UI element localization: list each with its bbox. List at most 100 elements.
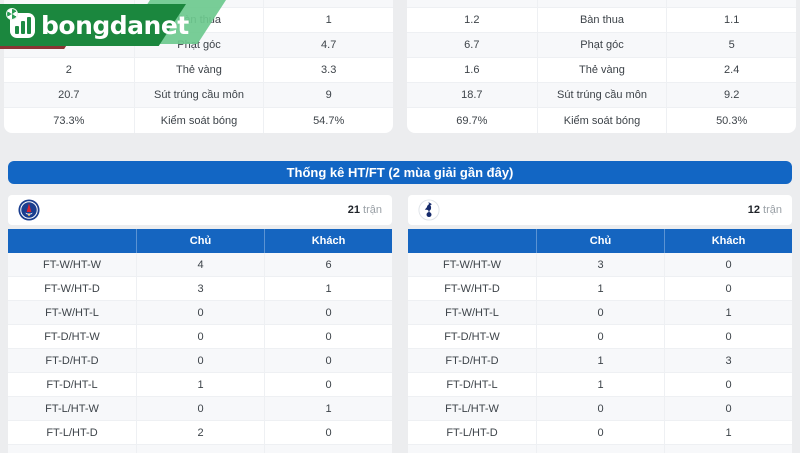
table-header-row: Chủ Khách bbox=[8, 229, 392, 253]
stat-label: Thẻ vàng bbox=[133, 58, 264, 82]
htft-label: FT-W/HT-L bbox=[45, 306, 99, 319]
htft-away: 1 bbox=[664, 301, 792, 324]
htft-away: 0 bbox=[264, 349, 392, 372]
htft-label: FT-W/HT-L bbox=[445, 306, 499, 319]
match-count-unit: trận bbox=[763, 204, 782, 216]
htft-home: 0 bbox=[536, 421, 664, 444]
htft-away: 0 bbox=[264, 301, 392, 324]
stat-label: Thẻ vàng bbox=[536, 58, 667, 82]
stat-away-value bbox=[263, 0, 393, 7]
htft-label: FT-D/HT-L bbox=[446, 378, 498, 391]
htft-home: 1 bbox=[536, 349, 664, 372]
stat-home-value bbox=[407, 0, 537, 7]
header-home-col: Chủ bbox=[536, 229, 664, 253]
tottenham-crest-icon bbox=[418, 199, 440, 221]
htft-label: FT-D/HT-W bbox=[444, 330, 500, 343]
table-row: FT-W/HT-W 4 6 bbox=[8, 253, 392, 277]
htft-away: 0 bbox=[664, 325, 792, 348]
htft-away: 0 bbox=[664, 253, 792, 276]
htft-away: 0 bbox=[664, 277, 792, 300]
table-row bbox=[8, 445, 392, 453]
table-row: FT-L/HT-W 0 0 bbox=[408, 397, 792, 421]
table-row: FT-L/HT-D 2 0 bbox=[8, 421, 392, 445]
table-row: FT-D/HT-W 0 0 bbox=[8, 325, 392, 349]
htft-home: 1 bbox=[536, 277, 664, 300]
htft-table-home: Chủ Khách FT-W/HT-W 4 6 FT-W/HT-D 3 1 FT-W/H… bbox=[8, 229, 392, 453]
stat-away-value: 1.1 bbox=[666, 8, 796, 32]
stat-home-value: 2 bbox=[65, 64, 72, 76]
htft-home: 3 bbox=[536, 253, 664, 276]
match-count: 21 trận bbox=[348, 204, 382, 216]
stat-home-value: 1.2 bbox=[464, 14, 480, 26]
htft-away: 3 bbox=[664, 349, 792, 372]
table-row: FT-W/HT-D 1 0 bbox=[408, 277, 792, 301]
football-icon bbox=[6, 7, 18, 20]
table-row: FT-L/HT-D 0 1 bbox=[408, 421, 792, 445]
stat-home-value: 18.7 bbox=[461, 89, 483, 101]
stat-away-value: 5 bbox=[666, 33, 796, 57]
htft-away: 1 bbox=[664, 421, 792, 444]
stat-home-value: 73.3% bbox=[53, 114, 85, 127]
htft-label: FT-L/HT-D bbox=[446, 426, 498, 439]
htft-home: 2 bbox=[136, 421, 264, 444]
header-empty-cell bbox=[8, 229, 136, 253]
htft-label: FT-L/HT-W bbox=[45, 402, 99, 415]
team-header: 21 trận bbox=[8, 195, 392, 225]
htft-label: FT-L/HT-W bbox=[445, 402, 499, 415]
stat-away-value: 54.7% bbox=[263, 108, 393, 133]
team-header: 12 trận bbox=[408, 195, 792, 225]
htft-home: 1 bbox=[136, 373, 264, 396]
htft-away: 1 bbox=[264, 277, 392, 300]
table-row: 20.7 Sút trúng cầu môn 9 bbox=[4, 83, 393, 108]
table-row: FT-D/HT-D 1 3 bbox=[408, 349, 792, 373]
stat-away-value: 9 bbox=[263, 83, 393, 107]
htft-panel-home: 21 trận Chủ Khách FT-W/HT-W 4 6 FT-W/HT-D 3 1… bbox=[8, 195, 392, 453]
htft-home: 1 bbox=[536, 373, 664, 396]
section-title-htft: Thống kê HT/FT (2 mùa giải gần đây) bbox=[8, 161, 792, 184]
stat-label bbox=[133, 0, 264, 7]
htft-home: 0 bbox=[136, 301, 264, 324]
psg-crest-icon bbox=[18, 199, 40, 221]
table-row: FT-W/HT-L 0 1 bbox=[408, 301, 792, 325]
header-empty-cell bbox=[408, 229, 536, 253]
brand-banner: bongdanet bbox=[0, 0, 240, 52]
stat-home-value: 6.7 bbox=[464, 39, 480, 51]
bongdanet-logo-icon bbox=[6, 7, 35, 38]
table-row: FT-D/HT-W 0 0 bbox=[408, 325, 792, 349]
htft-home: 0 bbox=[536, 325, 664, 348]
htft-home: 0 bbox=[136, 349, 264, 372]
header-away-col: Khách bbox=[664, 229, 792, 253]
htft-home: 3 bbox=[136, 277, 264, 300]
htft-panel-away: 12 trận Chủ Khách FT-W/HT-W 3 0 FT-W/HT-D 1 0… bbox=[408, 195, 792, 453]
stat-home-value: 69.7% bbox=[456, 114, 488, 127]
htft-home: 0 bbox=[536, 397, 664, 420]
table-row: FT-D/HT-D 0 0 bbox=[8, 349, 392, 373]
stat-away-value: 50.3% bbox=[666, 108, 796, 133]
table-row: FT-D/HT-L 1 0 bbox=[408, 373, 792, 397]
header-away-col: Khách bbox=[264, 229, 392, 253]
stat-label: Sút trúng cầu môn bbox=[133, 83, 264, 107]
stat-away-value: 2.4 bbox=[666, 58, 796, 82]
htft-away: 6 bbox=[264, 253, 392, 276]
htft-label: FT-L/HT-D bbox=[46, 426, 98, 439]
htft-label: FT-W/HT-D bbox=[444, 282, 500, 295]
brand-name: bongdanet bbox=[41, 10, 189, 40]
htft-label: FT-D/HT-L bbox=[46, 378, 98, 391]
htft-label: FT-W/HT-D bbox=[44, 282, 100, 295]
match-count-value: 12 bbox=[747, 204, 761, 216]
match-count-value: 21 bbox=[347, 204, 361, 216]
htft-away: 0 bbox=[264, 421, 392, 444]
header-home-col: Chủ bbox=[136, 229, 264, 253]
htft-label: FT-W/HT-W bbox=[442, 258, 502, 271]
htft-away: 0 bbox=[664, 397, 792, 420]
htft-home: 0 bbox=[136, 397, 264, 420]
stat-label: Kiểm soát bóng bbox=[133, 108, 264, 133]
htft-away: 0 bbox=[264, 325, 392, 348]
table-header-row: Chủ Khách bbox=[408, 229, 792, 253]
table-row bbox=[408, 445, 792, 453]
stat-label: Phạt góc bbox=[536, 33, 667, 57]
stat-label: Kiểm soát bóng bbox=[536, 108, 667, 133]
table-row: FT-L/HT-W 0 1 bbox=[8, 397, 392, 421]
table-row: 73.3% Kiểm soát bóng 54.7% bbox=[4, 108, 393, 133]
table-row: 1.6 Thẻ vàng 2.4 bbox=[407, 58, 796, 83]
